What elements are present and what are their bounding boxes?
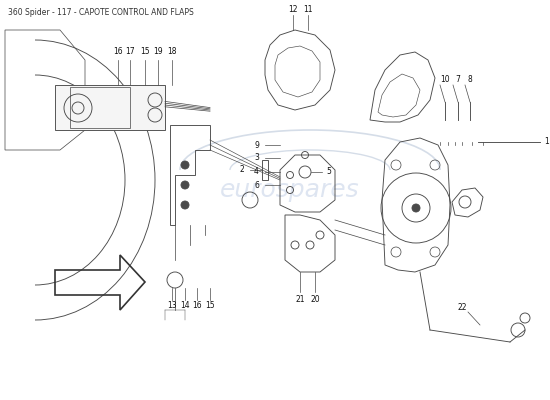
Text: 13: 13 (167, 302, 177, 310)
Text: 11: 11 (303, 4, 313, 14)
Text: 15: 15 (140, 48, 150, 56)
Text: 9: 9 (254, 140, 259, 150)
Text: 360 Spider - 117 - CAPOTE CONTROL AND FLAPS: 360 Spider - 117 - CAPOTE CONTROL AND FL… (8, 8, 194, 17)
Circle shape (181, 201, 189, 209)
Circle shape (181, 181, 189, 189)
Text: 19: 19 (153, 48, 163, 56)
Text: 10: 10 (440, 76, 450, 84)
Text: 17: 17 (125, 48, 135, 56)
Text: 7: 7 (455, 76, 460, 84)
Text: 5: 5 (326, 168, 331, 176)
Text: 18: 18 (167, 48, 177, 56)
Circle shape (412, 204, 420, 212)
Text: 6: 6 (254, 180, 259, 190)
Text: 20: 20 (310, 296, 320, 304)
Text: 3: 3 (254, 154, 259, 162)
Text: 16: 16 (192, 302, 202, 310)
Text: 21: 21 (295, 296, 305, 304)
Text: 14: 14 (180, 302, 190, 310)
Text: 8: 8 (468, 76, 472, 84)
Polygon shape (55, 85, 165, 130)
Text: 2: 2 (239, 166, 244, 174)
Text: 16: 16 (113, 48, 123, 56)
Circle shape (181, 161, 189, 169)
Text: 4: 4 (254, 168, 259, 176)
Text: 15: 15 (205, 302, 215, 310)
Text: 22: 22 (457, 302, 467, 312)
Text: eurospares: eurospares (220, 178, 360, 202)
Text: 1: 1 (544, 138, 549, 146)
Text: 12: 12 (288, 4, 298, 14)
